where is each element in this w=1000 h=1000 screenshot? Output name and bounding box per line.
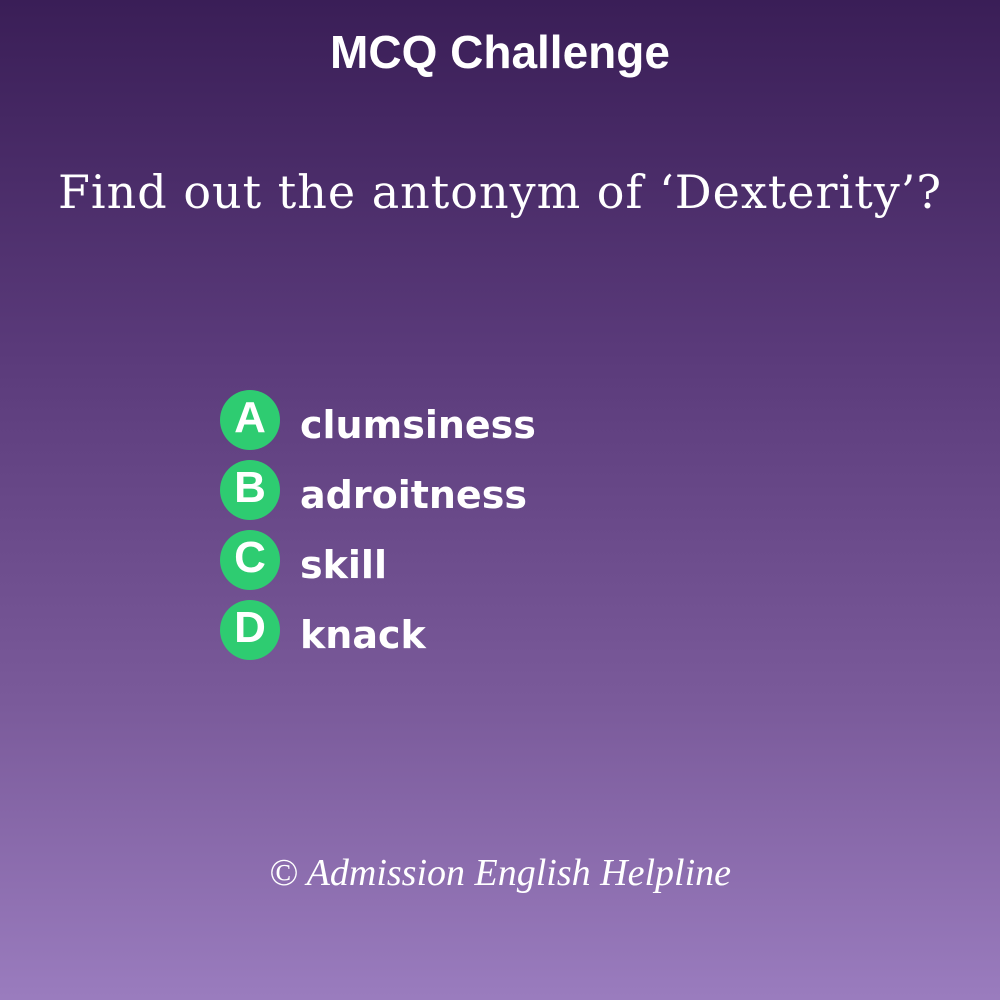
option-a-label: clumsiness bbox=[300, 403, 536, 447]
page-title: MCQ Challenge bbox=[330, 26, 670, 78]
option-c-badge: C bbox=[220, 530, 280, 590]
copyright-footer: © Admission English Helpline bbox=[269, 852, 731, 894]
option-c-label: skill bbox=[300, 543, 387, 587]
question-text: Find out the antonym of ‘Dexterity’? bbox=[58, 165, 942, 219]
option-b-label: adroitness bbox=[300, 473, 527, 517]
option-d-badge: D bbox=[220, 600, 280, 660]
option-b-badge: B bbox=[220, 460, 280, 520]
option-d-label: knack bbox=[300, 613, 426, 657]
option-a-badge: A bbox=[220, 390, 280, 450]
